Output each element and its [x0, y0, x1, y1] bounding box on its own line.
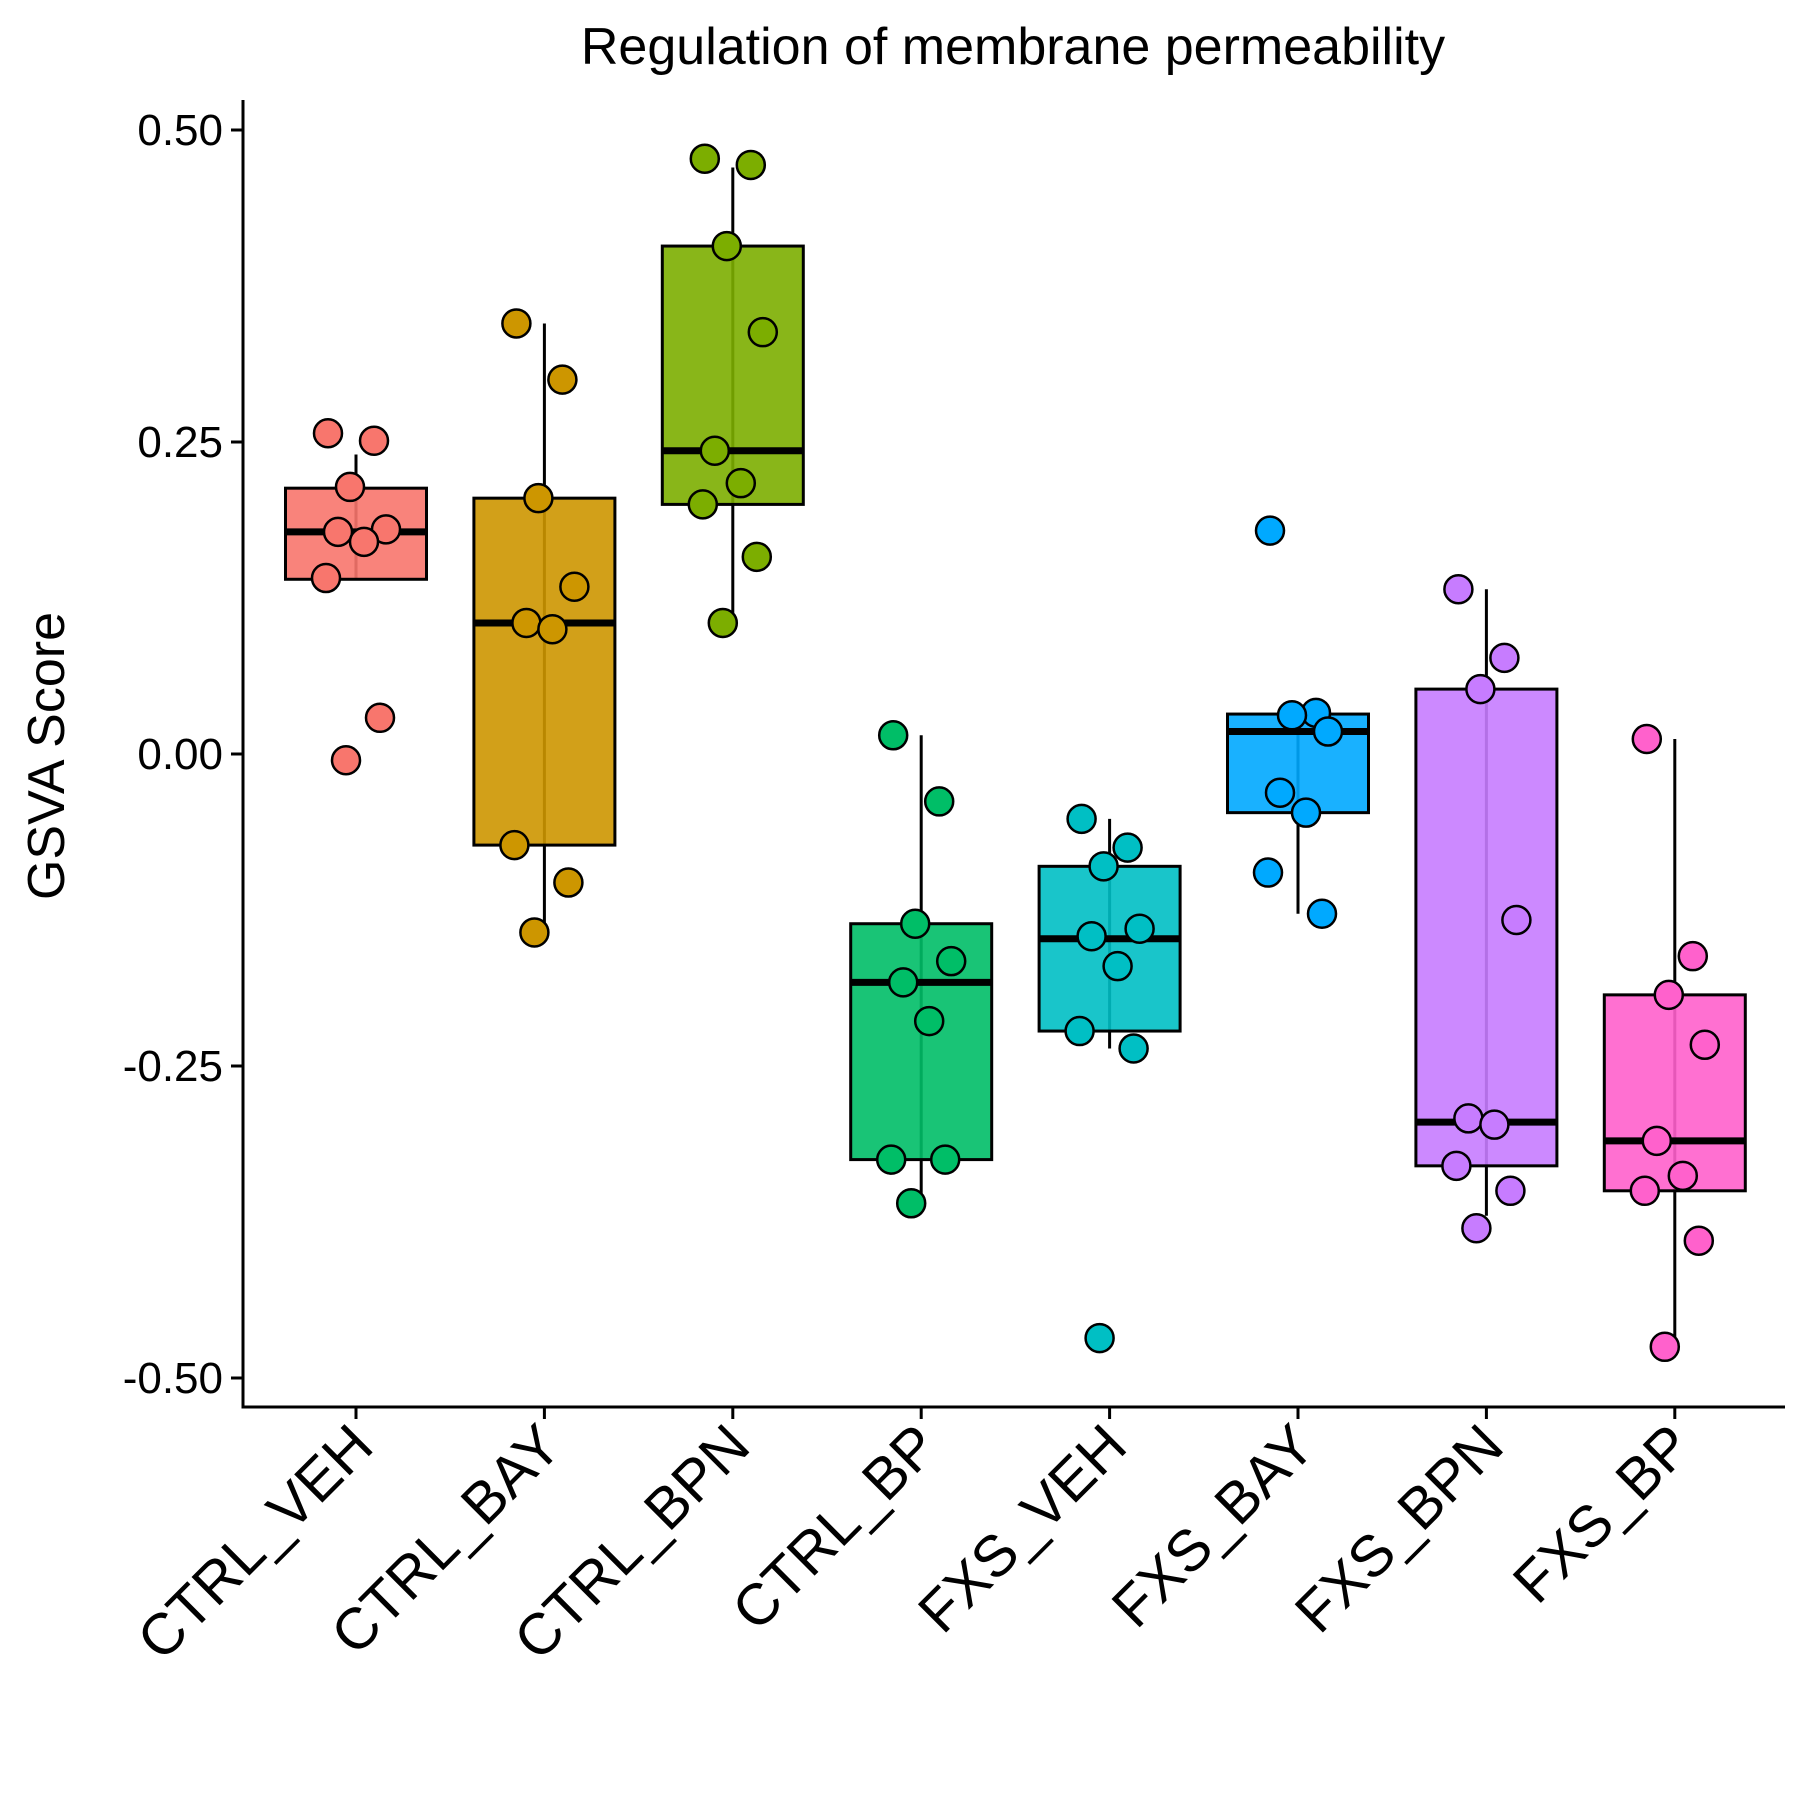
- data-point: [364, 702, 396, 734]
- data-point: [1084, 1322, 1115, 1354]
- y-tick-label: 0.00: [137, 730, 223, 779]
- data-point: [1653, 979, 1685, 1011]
- data-point: [1667, 1160, 1699, 1192]
- y-axis-label: GSVA Score: [18, 612, 76, 900]
- data-point: [499, 829, 530, 861]
- data-point: [330, 744, 362, 776]
- data-point: [322, 516, 354, 548]
- data-point: [689, 143, 721, 174]
- data-point: [913, 1005, 945, 1037]
- data-point: [1441, 1150, 1472, 1182]
- box-ctrl-bp: [849, 922, 994, 1162]
- data-point: [348, 526, 380, 558]
- data-point: [899, 908, 931, 939]
- data-point: [887, 967, 919, 998]
- data-point: [747, 316, 779, 348]
- data-point: [1495, 1175, 1526, 1207]
- x-tick-label: FXS_BPN: [1283, 1412, 1516, 1645]
- data-point: [1312, 716, 1344, 747]
- box-ctrl-bpn: [660, 244, 805, 506]
- data-point: [553, 867, 584, 898]
- data-point: [537, 613, 568, 645]
- data-point: [1631, 723, 1663, 755]
- data-point: [1254, 515, 1286, 546]
- data-point: [1102, 950, 1133, 982]
- data-point: [875, 1144, 907, 1175]
- box-fxs-bpn: [1414, 687, 1559, 1168]
- data-point: [1479, 1109, 1510, 1140]
- data-point: [1064, 1015, 1095, 1047]
- data-point: [1306, 898, 1338, 929]
- data-point: [310, 562, 342, 594]
- data-point: [501, 308, 532, 339]
- data-point: [1112, 832, 1143, 863]
- data-point: [1453, 1103, 1484, 1134]
- data-point: [741, 541, 773, 573]
- y-tick-label: -0.50: [123, 1354, 223, 1403]
- data-point: [1465, 673, 1496, 705]
- data-point: [725, 467, 757, 499]
- data-point: [1683, 1225, 1715, 1256]
- data-point: [711, 230, 743, 262]
- box-fxs-bp: [1602, 993, 1747, 1193]
- data-point: [1501, 904, 1532, 936]
- data-point: [935, 945, 967, 977]
- data-point: [707, 607, 739, 639]
- data-point: [312, 418, 344, 449]
- data-point: [511, 607, 542, 639]
- data-point: [519, 917, 550, 948]
- data-point: [895, 1188, 927, 1219]
- data-point: [1118, 1033, 1149, 1064]
- data-point: [1461, 1212, 1492, 1244]
- data-point: [559, 571, 590, 603]
- data-point: [1088, 851, 1119, 882]
- y-tick-label: -0.25: [123, 1042, 223, 1091]
- data-point: [1252, 857, 1284, 888]
- plot-area: 0.500.250.00-0.25-0.50CTRL_VEHCTRL_BAYCT…: [123, 100, 1785, 1672]
- data-point: [1689, 1029, 1721, 1061]
- data-point: [1649, 1331, 1681, 1363]
- data-point: [358, 425, 390, 457]
- data-point: [699, 435, 731, 466]
- data-point: [929, 1144, 961, 1175]
- data-point: [1276, 700, 1308, 731]
- data-point: [687, 489, 719, 520]
- data-point: [334, 471, 366, 503]
- data-point: [523, 482, 554, 514]
- y-tick-label: 0.50: [137, 106, 223, 155]
- chart-title: Regulation of membrane permeability: [581, 18, 1445, 76]
- data-point: [1124, 913, 1155, 944]
- x-tick-label: FXS_BP: [1501, 1412, 1704, 1615]
- data-point: [1443, 574, 1474, 605]
- data-point: [1066, 803, 1097, 835]
- data-point: [735, 149, 767, 181]
- data-point: [1290, 797, 1322, 828]
- data-point: [923, 786, 955, 817]
- data-point: [1677, 940, 1709, 972]
- box-fxs-veh: [1037, 864, 1182, 1033]
- data-point: [1489, 642, 1520, 674]
- data-point: [877, 720, 909, 751]
- data-point: [1264, 777, 1296, 808]
- data-point: [1076, 920, 1107, 952]
- data-point: [1641, 1125, 1673, 1157]
- data-point: [1629, 1175, 1661, 1207]
- data-point: [547, 364, 578, 395]
- y-tick-label: 0.25: [137, 418, 223, 467]
- box-ctrl-bay: [472, 496, 617, 847]
- x-tick-label: FXS_VEH: [906, 1412, 1139, 1645]
